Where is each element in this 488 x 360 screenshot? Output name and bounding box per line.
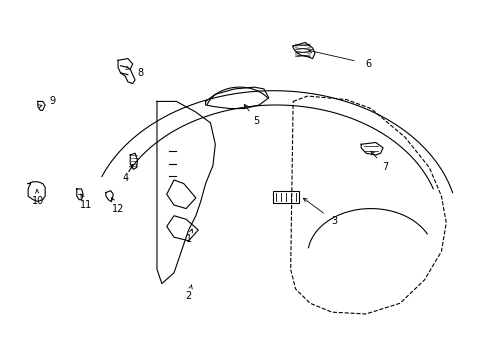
Text: 12: 12 (112, 203, 124, 213)
Text: 6: 6 (365, 59, 371, 69)
Text: 4: 4 (122, 173, 128, 183)
Text: 3: 3 (331, 216, 337, 226)
Text: 5: 5 (253, 116, 259, 126)
Text: 7: 7 (382, 162, 388, 172)
Text: 11: 11 (80, 200, 92, 210)
Text: 2: 2 (185, 291, 191, 301)
Text: 1: 1 (185, 234, 191, 244)
Text: 10: 10 (32, 197, 44, 206)
Text: 8: 8 (137, 68, 142, 78)
Text: 9: 9 (49, 96, 56, 107)
Bar (272, 191, 299, 203)
